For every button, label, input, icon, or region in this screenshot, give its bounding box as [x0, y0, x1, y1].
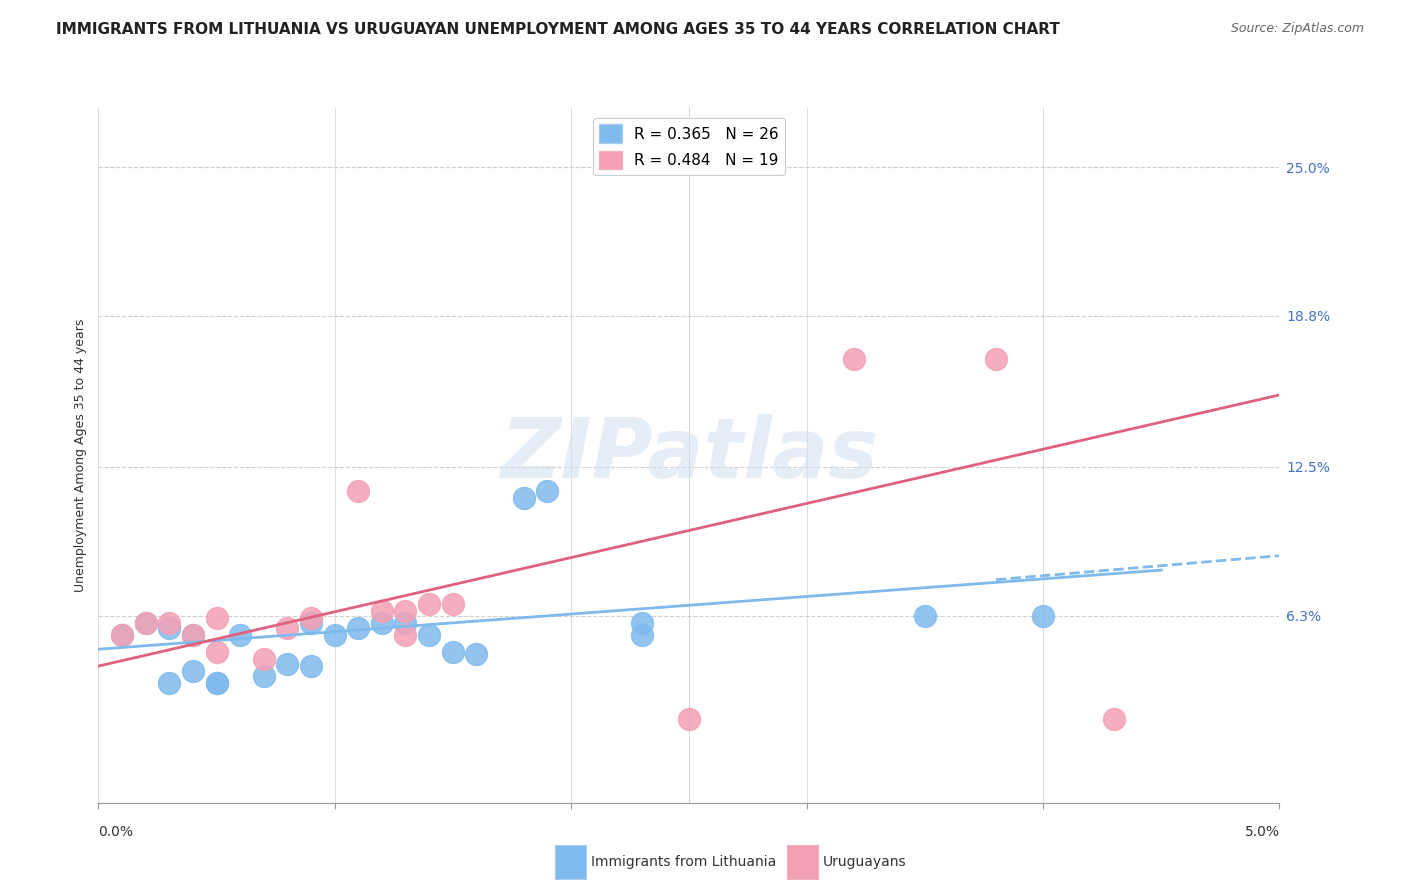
Point [299, 615, 322, 630]
Point [111, 628, 134, 642]
Point [111, 628, 134, 642]
Point [630, 615, 652, 630]
Point [465, 647, 488, 661]
Point [253, 668, 276, 682]
Point [157, 615, 180, 630]
Point [299, 659, 322, 673]
Point [299, 611, 322, 625]
Point [347, 621, 370, 635]
Text: Uruguayans: Uruguayans [823, 855, 905, 869]
Point [394, 604, 416, 618]
Point [1032, 608, 1054, 623]
Point [347, 483, 370, 498]
Point [844, 351, 866, 366]
Point [205, 676, 228, 690]
Text: Immigrants from Lithuania: Immigrants from Lithuania [591, 855, 776, 869]
Point [394, 615, 416, 630]
Point [1102, 712, 1125, 726]
Point [371, 604, 394, 618]
Text: 5.0%: 5.0% [1244, 825, 1279, 839]
Point [418, 597, 440, 611]
Point [229, 628, 252, 642]
Text: ZIPatlas: ZIPatlas [501, 415, 877, 495]
Point [157, 676, 180, 690]
Point [323, 628, 346, 642]
Point [984, 351, 1007, 366]
Text: IMMIGRANTS FROM LITHUANIA VS URUGUAYAN UNEMPLOYMENT AMONG AGES 35 TO 44 YEARS CO: IMMIGRANTS FROM LITHUANIA VS URUGUAYAN U… [56, 22, 1060, 37]
Point [181, 628, 204, 642]
Point [678, 712, 700, 726]
Point [205, 676, 228, 690]
Point [441, 597, 464, 611]
Legend: R = 0.365   N = 26, R = 0.484   N = 19: R = 0.365 N = 26, R = 0.484 N = 19 [593, 118, 785, 176]
Point [205, 611, 228, 625]
Point [394, 628, 416, 642]
Point [181, 628, 204, 642]
Point [276, 621, 298, 635]
Point [512, 491, 534, 505]
Point [135, 615, 157, 630]
Point [157, 621, 180, 635]
Point [205, 645, 228, 659]
Point [276, 657, 298, 671]
Text: 0.0%: 0.0% [98, 825, 134, 839]
Text: Source: ZipAtlas.com: Source: ZipAtlas.com [1230, 22, 1364, 36]
Point [630, 628, 652, 642]
Point [441, 645, 464, 659]
Y-axis label: Unemployment Among Ages 35 to 44 years: Unemployment Among Ages 35 to 44 years [75, 318, 87, 591]
Point [536, 483, 558, 498]
Point [371, 615, 394, 630]
Point [253, 652, 276, 666]
Point [914, 608, 936, 623]
Point [418, 628, 440, 642]
Point [181, 664, 204, 678]
Point [135, 615, 157, 630]
